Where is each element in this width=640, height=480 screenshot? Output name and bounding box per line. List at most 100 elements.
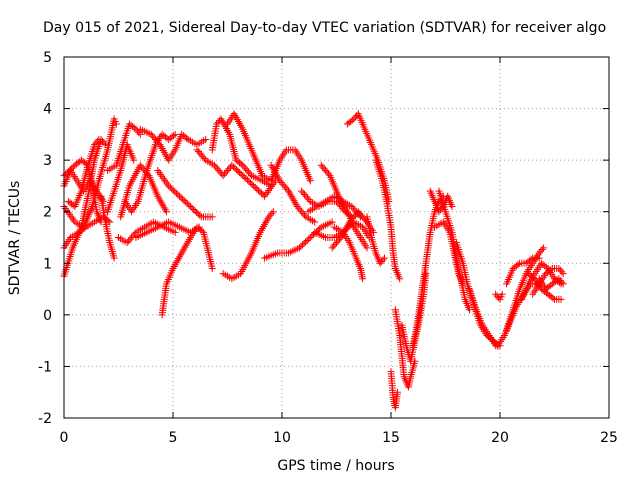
data-point <box>247 179 255 187</box>
data-point <box>360 215 368 223</box>
data-point <box>282 184 290 192</box>
data-points <box>60 110 567 412</box>
data-point <box>394 388 402 396</box>
data-point <box>299 189 307 197</box>
data-point <box>169 186 177 194</box>
data-point <box>276 177 284 185</box>
data-point <box>266 211 274 219</box>
data-point <box>328 244 336 252</box>
data-point <box>293 203 301 211</box>
data-point <box>465 306 473 314</box>
data-point <box>305 196 313 204</box>
data-point <box>233 166 241 174</box>
x-tick-label: 15 <box>382 430 400 446</box>
y-tick-label: 2 <box>43 205 52 221</box>
series-track-27 <box>330 223 367 283</box>
data-point <box>136 161 144 169</box>
data-point <box>95 136 103 144</box>
series-track-19 <box>224 110 314 185</box>
x-tick-label: 0 <box>60 430 69 446</box>
data-point <box>317 161 325 169</box>
data-point <box>557 295 565 303</box>
data-point <box>268 209 276 217</box>
data-point <box>147 130 155 138</box>
data-point <box>319 163 327 171</box>
data-point <box>302 238 310 246</box>
data-point <box>239 172 247 180</box>
data-point <box>320 165 328 173</box>
y-tick-label: 3 <box>43 153 52 169</box>
data-point <box>150 134 158 142</box>
data-point <box>225 165 233 173</box>
data-point <box>535 254 543 262</box>
series-track-21 <box>261 218 336 262</box>
data-point <box>174 191 182 199</box>
series-track-26 <box>317 161 371 252</box>
series-track-44 <box>503 254 543 288</box>
data-point <box>527 255 535 263</box>
data-point <box>254 186 262 194</box>
data-point <box>537 247 545 255</box>
data-point <box>202 136 210 144</box>
data-point <box>348 203 356 211</box>
data-point <box>279 180 287 188</box>
data-point <box>299 209 307 217</box>
chart-title: Day 015 of 2021, Sidereal Day-to-day VTE… <box>43 20 606 36</box>
x-tick-labels: 0 5 10 15 20 25 <box>60 430 618 446</box>
data-point <box>529 273 537 281</box>
series-track-04 <box>60 115 120 231</box>
data-point <box>197 151 205 159</box>
data-point <box>322 166 330 174</box>
series-track-35 <box>409 192 447 350</box>
series-track-06 <box>64 136 103 211</box>
data-point <box>240 173 248 181</box>
data-point <box>330 242 338 250</box>
data-point <box>177 194 185 202</box>
data-point <box>135 129 143 137</box>
data-point <box>305 235 313 243</box>
data-point <box>237 160 245 168</box>
data-point <box>91 141 99 149</box>
data-point <box>257 189 265 197</box>
data-point <box>239 161 247 169</box>
data-point <box>141 166 149 174</box>
data-point <box>250 182 258 190</box>
data-point <box>269 208 277 216</box>
data-point <box>166 183 174 191</box>
data-point <box>323 168 331 176</box>
data-point <box>245 178 253 186</box>
data-point <box>188 204 196 212</box>
data-point <box>222 168 230 176</box>
grid <box>64 57 609 418</box>
series-track-18 <box>208 115 275 190</box>
y-tick-label: 1 <box>43 256 52 272</box>
data-point <box>301 211 309 219</box>
data-point <box>283 185 291 193</box>
data-point <box>92 139 100 147</box>
data-point <box>112 120 120 128</box>
data-point <box>194 210 202 218</box>
data-point <box>298 187 306 195</box>
y-tick-label: -1 <box>38 359 52 375</box>
data-point <box>280 182 288 190</box>
data-point <box>193 208 201 216</box>
data-point <box>380 254 388 262</box>
data-point <box>498 290 506 298</box>
data-point <box>311 218 319 226</box>
data-point <box>316 225 324 233</box>
series-track-41 <box>492 290 506 303</box>
x-tick-label: 10 <box>273 430 291 446</box>
data-point <box>185 201 193 209</box>
data-point <box>133 127 141 135</box>
data-point <box>325 170 333 178</box>
data-point <box>349 204 357 212</box>
data-point <box>333 239 340 247</box>
series-track-11 <box>121 130 179 216</box>
data-point <box>328 218 336 226</box>
series-track-40 <box>465 285 504 350</box>
data-point <box>538 246 546 254</box>
data-point <box>558 268 566 276</box>
series-track-15 <box>158 223 216 319</box>
data-point <box>556 276 564 284</box>
data-point <box>154 139 162 147</box>
